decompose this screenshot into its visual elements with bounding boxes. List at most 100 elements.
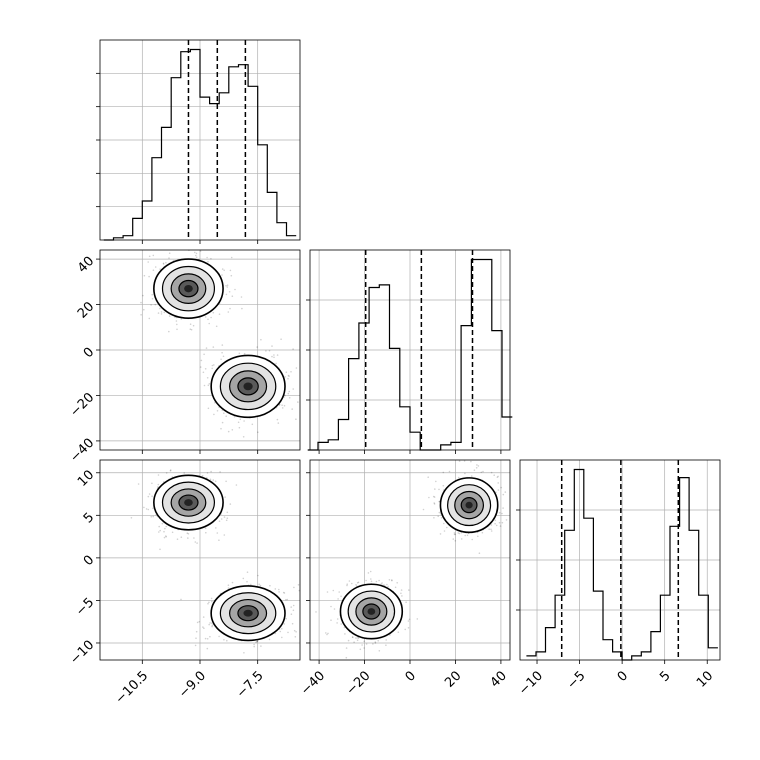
scatter-point [207,318,209,321]
scatter-point [257,431,259,434]
scatter-point [201,474,204,477]
scatter-point [326,591,329,593]
scatter-point [268,638,271,641]
scatter-point [216,532,219,534]
scatter-point [218,520,221,522]
scatter-point [271,345,273,347]
scatter-point [400,592,402,595]
scatter-point [290,606,293,608]
scatter-point [169,470,172,472]
scatter-point [150,304,152,306]
scatter-point [277,422,280,424]
scatter-point [147,508,150,511]
scatter-point [140,314,142,316]
scatter-point [293,586,295,589]
scatter-point [142,294,144,297]
scatter-point [396,582,399,584]
x-tick-label-p2: 5 [657,668,673,684]
scatter-point [353,641,355,643]
scatter-point [231,295,234,298]
scatter-point [204,316,207,318]
x-tick-label-p2: 10 [694,668,716,690]
scatter-point [380,583,383,585]
scatter-point [481,531,484,534]
scatter-point [199,250,202,252]
scatter-point [143,506,145,509]
scatter-point [453,533,456,536]
scatter-point [291,408,294,410]
scatter-point [458,532,461,535]
scatter-point [246,571,249,573]
scatter-point [147,495,150,498]
scatter-point [443,522,445,525]
scatter-point [290,613,293,615]
scatter-point [330,605,332,608]
scatter-point [292,604,295,607]
density-level-4 [367,608,376,615]
scatter-point [165,535,167,538]
scatter-point [287,377,289,380]
scatter-point [158,525,160,528]
scatter-point [231,581,234,584]
scatter-point [359,648,362,651]
scatter-point [357,637,360,639]
scatter-point [148,493,151,495]
scatter-point [211,625,213,628]
scatter-point [297,584,300,586]
scatter-point [284,394,286,397]
scatter-point [497,475,499,478]
scatter-point [287,631,289,634]
scatter-point [198,620,201,623]
scatter-point [278,588,280,591]
scatter-point [356,639,359,642]
scatter-point [162,262,165,265]
scatter-point [150,516,152,518]
scatter-point [460,538,463,540]
scatter-point [227,584,230,586]
scatter-point [278,404,281,406]
x-tick-label-p0: −9.0 [176,668,209,701]
scatter-point [213,413,215,416]
scatter-point [208,601,210,604]
scatter-point [283,592,286,594]
scatter-point [208,322,210,325]
scatter-point [501,512,503,515]
scatter-point [295,418,297,421]
x-tick-label-p2: 0 [615,668,631,684]
scatter-point [375,580,378,583]
scatter-point [343,626,346,629]
density-contour [178,279,199,298]
scatter-point [273,356,275,359]
scatter-point [183,472,185,474]
scatter-point [225,293,228,296]
histogram-p0 [103,48,297,241]
scatter-point [211,364,214,367]
scatter-point [243,652,245,654]
scatter-point [297,401,299,403]
scatter-point [435,480,437,483]
scatter-point [148,317,151,320]
scatter-point [397,631,400,633]
scatter-point [372,643,374,645]
scatter-point [292,388,295,390]
scatter-point [438,500,441,503]
scatter-point [385,639,388,641]
scatter-point [374,642,377,644]
scatter-point [165,525,167,528]
scatter-point [258,583,261,586]
scatter-point [242,577,245,580]
scatter-point [196,621,199,624]
scatter-point [239,418,242,421]
scatter-point [427,476,430,479]
scatter-point [454,540,457,542]
scatter-point [148,255,151,258]
scatter-point [251,423,254,426]
scatter-point [351,636,354,639]
scatter-point [229,307,231,310]
scatter-point [226,511,229,514]
scatter-point [159,307,161,310]
scatter-point [278,591,280,593]
scatter-point [215,527,217,529]
scatter-point [488,528,491,530]
scatter-point [439,533,442,535]
